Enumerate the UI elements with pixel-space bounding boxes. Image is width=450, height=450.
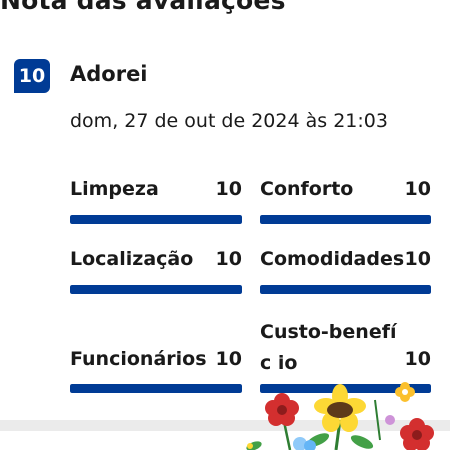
section-divider [0,420,450,431]
review-date: dom, 27 de out de 2024 às 21:03 [70,110,388,132]
category-bar-fill-location [70,285,242,294]
category-name-facilities: Comodidades [260,248,405,270]
category-bar-staff [70,384,242,393]
review-score-label: Adorei [70,62,148,86]
category-score-cleanliness: 10 [215,178,242,200]
category-score-value-for-money: 10 [404,348,431,370]
section-title: Nota das avaliações [0,0,286,15]
category-bar-fill-comfort [260,215,431,224]
category-name-value-for-money: Custo-benefíc io [260,321,397,374]
category-name-cleanliness: Limpeza [70,178,159,200]
category-score-staff: 10 [215,348,242,370]
category-name-location: Localização [70,248,194,270]
category-name-comfort: Conforto [260,178,354,200]
category-bar-fill-cleanliness [70,215,242,224]
category-bar-facilities [260,285,431,294]
category-score-location: 10 [215,248,242,270]
category-score-comfort: 10 [404,178,431,200]
category-score-facilities: 10 [404,248,431,270]
category-name-staff: Funcionários [70,348,207,370]
category-bar-location [70,285,242,294]
category-bar-fill-facilities [260,285,431,294]
category-bar-fill-staff [70,384,242,393]
flowers-illustration-icon [246,382,434,450]
category-bar-comfort [260,215,431,224]
review-score-badge: 10 [14,59,50,93]
category-bar-cleanliness [70,215,242,224]
